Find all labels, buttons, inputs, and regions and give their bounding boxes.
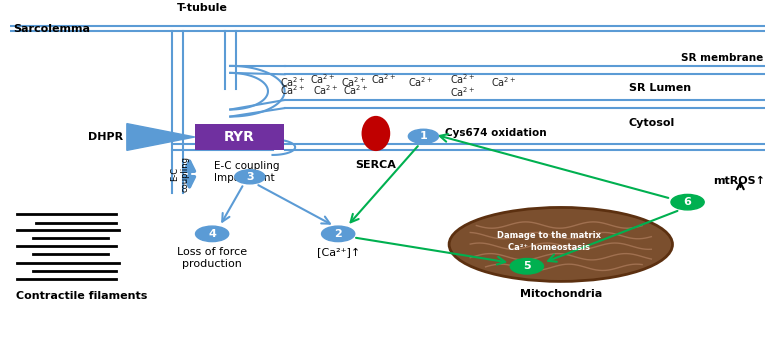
Circle shape: [510, 258, 543, 274]
Circle shape: [409, 129, 438, 143]
Text: SR membrane: SR membrane: [681, 53, 763, 63]
Text: Ca$^{2+}$: Ca$^{2+}$: [280, 76, 305, 89]
Ellipse shape: [449, 207, 672, 282]
Text: Damage to the matrix: Damage to the matrix: [497, 231, 601, 240]
Text: [Ca²⁺]↑: [Ca²⁺]↑: [316, 247, 360, 257]
Text: mtROS↑: mtROS↑: [713, 176, 765, 186]
Text: Ca$^{2+}$: Ca$^{2+}$: [450, 85, 476, 99]
Text: Contractile filaments: Contractile filaments: [16, 291, 148, 301]
Text: 6: 6: [684, 197, 692, 207]
Text: RYR: RYR: [224, 130, 255, 144]
Text: 2: 2: [334, 229, 342, 239]
Text: 1: 1: [420, 131, 427, 141]
Text: 5: 5: [523, 261, 531, 271]
Polygon shape: [127, 124, 195, 151]
Text: E-C coupling
Impairment: E-C coupling Impairment: [214, 162, 279, 183]
Text: Ca$^{2+}$: Ca$^{2+}$: [280, 83, 305, 97]
Text: Ca$^{2+}$: Ca$^{2+}$: [371, 72, 396, 86]
Text: DHPR: DHPR: [88, 132, 123, 142]
Text: Cytosol: Cytosol: [629, 118, 675, 128]
Text: Ca$^{2+}$: Ca$^{2+}$: [340, 76, 366, 89]
Text: Loss of force
production: Loss of force production: [177, 247, 247, 269]
Text: Cys674 oxidation: Cys674 oxidation: [444, 129, 546, 138]
Text: SERCA: SERCA: [355, 160, 396, 170]
Text: Ca$^{2+}$: Ca$^{2+}$: [312, 83, 338, 97]
Ellipse shape: [361, 116, 390, 151]
Text: Mitochondria: Mitochondria: [520, 289, 602, 299]
Circle shape: [235, 170, 265, 184]
Circle shape: [322, 226, 355, 242]
Text: Ca$^{2+}$: Ca$^{2+}$: [310, 72, 336, 86]
Text: Ca$^{2+}$: Ca$^{2+}$: [450, 72, 476, 86]
Text: 3: 3: [246, 172, 253, 182]
Text: Sarcolemma: Sarcolemma: [14, 24, 91, 34]
Text: Ca$^{2+}$: Ca$^{2+}$: [409, 76, 434, 89]
Text: T-tubule: T-tubule: [177, 3, 228, 13]
Text: SR Lumen: SR Lumen: [629, 83, 691, 93]
Text: Ca$^{2+}$: Ca$^{2+}$: [492, 76, 517, 89]
Circle shape: [671, 195, 704, 210]
Text: 4: 4: [208, 229, 216, 239]
Circle shape: [196, 226, 228, 242]
Text: Ca$^{2+}$: Ca$^{2+}$: [343, 83, 368, 97]
Text: Ca²⁺ homeostasis: Ca²⁺ homeostasis: [508, 244, 591, 252]
Text: E-C
coupling: E-C coupling: [170, 156, 190, 192]
FancyBboxPatch shape: [195, 124, 284, 150]
